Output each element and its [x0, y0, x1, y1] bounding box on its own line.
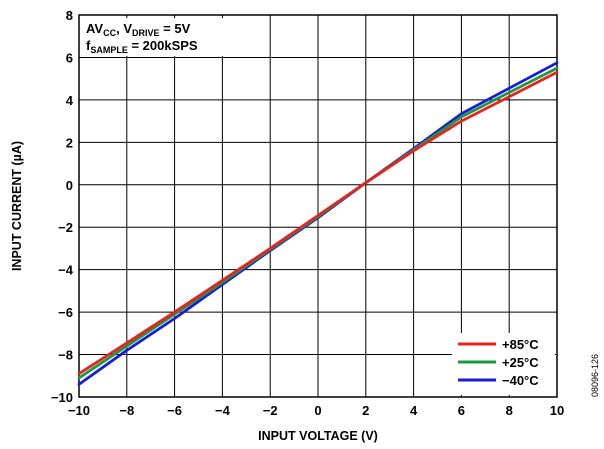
- y-tick-label: 6: [66, 50, 73, 65]
- x-tick-label: 0: [314, 403, 321, 418]
- y-tick-label: −4: [58, 263, 74, 278]
- y-tick-label: −2: [58, 220, 73, 235]
- y-tick-label: 2: [66, 135, 73, 150]
- x-tick-label: 2: [362, 403, 369, 418]
- x-tick-label: −8: [119, 403, 134, 418]
- condition-line-1: AVCC, VDRIVE = 5V: [86, 21, 191, 38]
- figure-id: 08096-126: [590, 354, 600, 397]
- x-axis-title: INPUT VOLTAGE (V): [258, 429, 378, 443]
- y-tick-label: 0: [66, 178, 73, 193]
- annotation-box: [82, 18, 250, 56]
- x-tick-label: 10: [550, 403, 564, 418]
- legend-label: −40°C: [502, 373, 539, 388]
- x-tick-label: −2: [263, 403, 278, 418]
- x-tick-label: −4: [215, 403, 231, 418]
- y-tick-label: 8: [66, 8, 73, 23]
- x-tick-label: 8: [506, 403, 513, 418]
- series-layer: [77, 61, 559, 386]
- condition-line-2: fSAMPLE = 200kSPS: [86, 38, 198, 55]
- y-tick-label: −10: [51, 390, 73, 405]
- y-tick-label: −6: [58, 305, 73, 320]
- legend: +85°C +25°C −40°C: [452, 333, 555, 395]
- plot-frame: [78, 14, 558, 398]
- legend-label: +85°C: [502, 337, 539, 352]
- series-line: [77, 70, 559, 376]
- x-tick-labels: −10 −8 −6 −4 −2 0 2 4 6 8 10: [68, 403, 564, 418]
- x-tick-label: 6: [458, 403, 465, 418]
- y-axis-title: INPUT CURRENT (µA): [10, 141, 24, 271]
- grid: [79, 15, 557, 397]
- y-tick-labels: 8 6 4 2 0 −2 −4 −6 −8 −10: [51, 8, 74, 405]
- y-tick-label: 4: [66, 93, 74, 108]
- x-tick-label: −10: [68, 403, 90, 418]
- x-tick-label: 4: [410, 403, 418, 418]
- y-tick-label: −8: [58, 348, 73, 363]
- x-tick-label: −6: [167, 403, 182, 418]
- legend-label: +25°C: [502, 355, 539, 370]
